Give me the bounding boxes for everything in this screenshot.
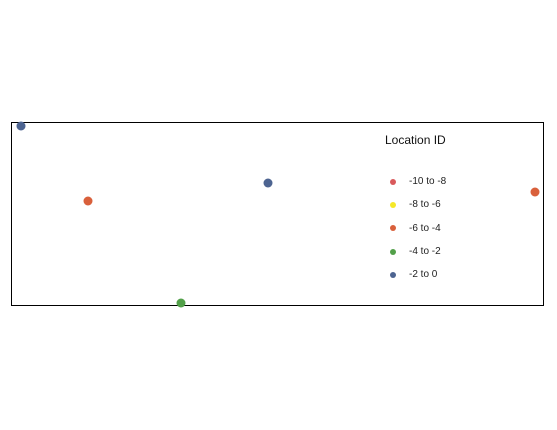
location-point <box>83 196 93 206</box>
legend-label: -4 to -2 <box>409 246 441 258</box>
legend-swatch <box>390 201 396 208</box>
legend-swatch <box>390 225 396 232</box>
location-point <box>263 178 273 188</box>
legend: -10 to -8 -8 to -6 -6 to -4 -4 to -2 -2 … <box>390 170 446 286</box>
legend-item: -4 to -2 <box>390 240 446 263</box>
legend-swatch <box>390 248 396 255</box>
legend-label: -10 to -8 <box>409 176 447 188</box>
legend-item: -2 to 0 <box>390 263 446 286</box>
legend-label: -8 to -6 <box>409 199 441 211</box>
legend-swatch <box>390 178 396 185</box>
legend-item: -10 to -8 <box>390 170 446 193</box>
location-point <box>530 187 540 197</box>
location-point <box>176 298 186 308</box>
legend-label: -6 to -4 <box>409 222 441 234</box>
legend-title: Location ID <box>385 133 446 147</box>
legend-item: -8 to -6 <box>390 193 446 216</box>
location-point <box>16 121 26 131</box>
legend-item: -6 to -4 <box>390 217 446 240</box>
map-frame <box>11 122 544 306</box>
legend-swatch <box>390 271 396 278</box>
legend-label: -2 to 0 <box>409 269 438 281</box>
